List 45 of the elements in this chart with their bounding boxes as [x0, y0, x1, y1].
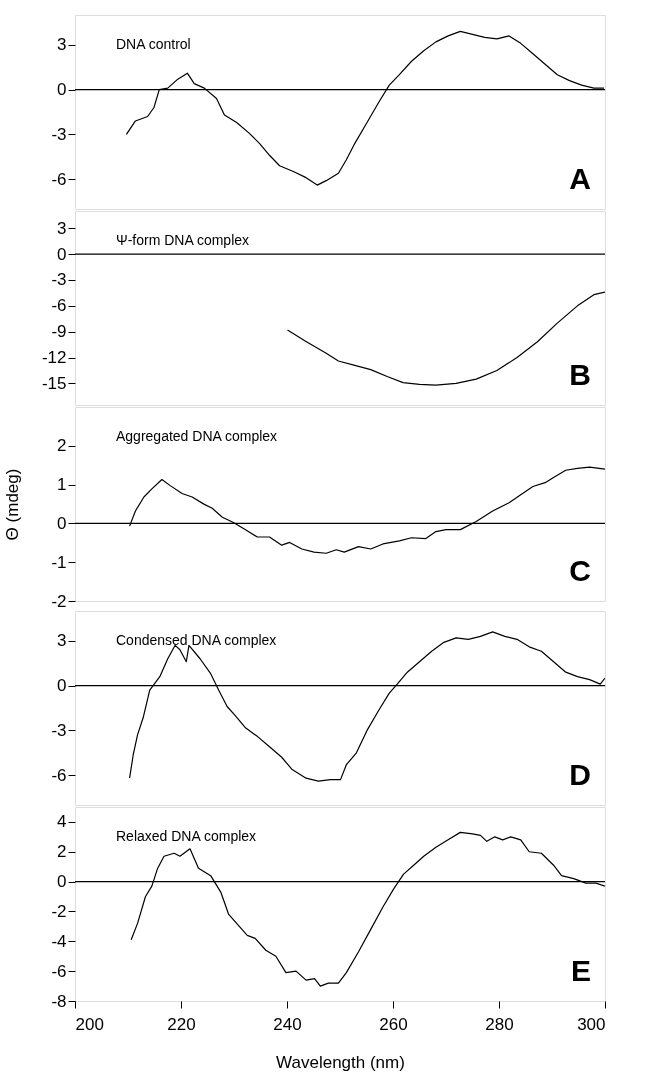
y-tick-label: -2 [51, 901, 67, 921]
annotation: A [569, 162, 591, 195]
x-tick-label: 300 [577, 1014, 606, 1034]
y-tick-label: 1 [57, 475, 67, 495]
annotation: B [569, 358, 591, 391]
annotation: D [569, 758, 591, 791]
y-tick-label: 3 [57, 218, 67, 238]
y-tick-label: 0 [57, 513, 67, 533]
x-tick-label: 220 [167, 1014, 196, 1034]
annotation: Condensed DNA complex [116, 632, 277, 648]
annotation: C [569, 554, 591, 587]
y-tick-label: -4 [51, 931, 67, 951]
y-tick-label: -6 [51, 765, 67, 785]
y-tick-label: 2 [57, 842, 67, 862]
y-tick-label: 0 [57, 244, 67, 264]
y-tick-label: -6 [51, 296, 67, 316]
y-tick-label: -1 [51, 552, 67, 572]
y-tick-label: -2 [51, 591, 67, 611]
y-tick-label: 0 [57, 872, 67, 892]
y-tick-label: -3 [51, 720, 67, 740]
x-tick-label: 260 [379, 1014, 408, 1034]
y-tick-label: 2 [57, 436, 67, 456]
y-tick-label: -3 [51, 124, 67, 144]
x-tick-label: 240 [273, 1014, 302, 1034]
x-axis-title: Wavelength (nm) [276, 1052, 405, 1072]
annotation: E [570, 954, 591, 987]
y-tick-label: -6 [51, 169, 67, 189]
annotation: DNA control [116, 36, 191, 52]
y-tick-label: -12 [41, 348, 67, 368]
y-axis-title: Θ (mdeg) [2, 468, 22, 541]
x-tick-label: 200 [75, 1014, 104, 1034]
y-tick-label: -3 [51, 270, 67, 290]
annotation: Ψ-form DNA complex [116, 232, 250, 248]
y-tick-label: 3 [57, 631, 67, 651]
y-tick-label: -9 [51, 322, 67, 342]
y-tick-label: -15 [41, 373, 67, 393]
y-tick-label: -6 [51, 961, 67, 981]
annotation: Aggregated DNA complex [116, 428, 278, 444]
x-tick-label: 280 [485, 1014, 514, 1034]
y-tick-label: 4 [57, 812, 67, 832]
y-tick-label: 3 [57, 35, 67, 55]
y-tick-label: 0 [57, 676, 67, 696]
annotation: Relaxed DNA complex [116, 828, 257, 844]
y-tick-label: -8 [51, 991, 67, 1011]
y-tick-label: 0 [57, 80, 67, 100]
